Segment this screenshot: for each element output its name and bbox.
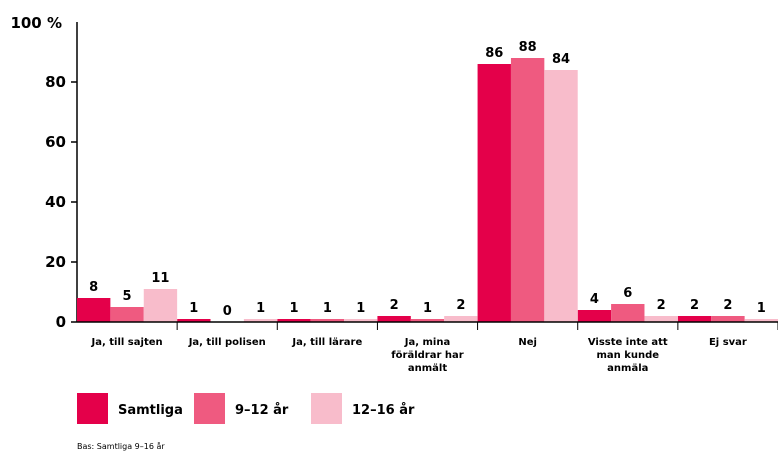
- bars: [77, 58, 778, 322]
- data-label: 2: [390, 298, 399, 313]
- bar: [510, 58, 545, 322]
- bar: [344, 319, 378, 322]
- legend-label: 12–16 år: [352, 403, 415, 418]
- x-ticks: [176, 322, 778, 330]
- bar: [377, 316, 411, 322]
- bar: [677, 316, 712, 322]
- data-label: 8: [89, 280, 98, 295]
- data-label: 1: [356, 301, 365, 316]
- category-label: Ej svar: [709, 337, 747, 348]
- base-note: Bas: Samtliga 9–16 år: [77, 441, 165, 451]
- category-label: Visste inte att man kunde anmäla: [588, 337, 668, 374]
- bar: [744, 319, 778, 322]
- bar: [310, 319, 345, 322]
- y-axis-unit-label: 100 %: [10, 14, 62, 32]
- legend-label: Samtliga: [118, 403, 183, 418]
- data-label: 5: [123, 289, 132, 304]
- data-label: 6: [623, 286, 632, 301]
- bar: [410, 319, 445, 322]
- bar: [243, 319, 278, 322]
- legend-swatch: [311, 393, 342, 424]
- data-label: 2: [657, 298, 666, 313]
- legend-swatch: [77, 393, 108, 424]
- data-label: 2: [690, 298, 699, 313]
- y-tick-label: 0: [56, 313, 66, 331]
- bar: [544, 70, 578, 322]
- data-label: 1: [757, 301, 766, 316]
- y-axis: 100 % 0 20 40 60 80: [10, 14, 78, 331]
- bar: [644, 316, 678, 322]
- data-label: 1: [323, 301, 332, 316]
- y-tick-label: 40: [45, 193, 66, 211]
- bar: [711, 316, 745, 322]
- data-label: 84: [552, 52, 570, 67]
- y-tick-label: 60: [45, 133, 66, 151]
- legend: Samtliga 9–12 år 12–16 år: [77, 393, 415, 424]
- data-label: 2: [456, 298, 465, 313]
- bar: [277, 319, 311, 322]
- data-label: 88: [519, 40, 537, 55]
- category-labels: Ja, till sajten Ja, till polisen Ja, till …: [91, 337, 747, 374]
- category-label: Ja, till sajten: [91, 337, 163, 348]
- bar: [177, 319, 211, 322]
- y-ticks: 0 20 40 60 80: [45, 73, 77, 331]
- legend-swatch: [194, 393, 225, 424]
- data-label: 2: [723, 298, 732, 313]
- y-tick-label: 20: [45, 253, 66, 271]
- data-label: 0: [223, 304, 232, 319]
- data-label: 1: [423, 301, 432, 316]
- data-label: 4: [590, 292, 599, 307]
- data-label: 86: [485, 46, 503, 61]
- data-label: 11: [151, 271, 169, 286]
- y-tick-label: 80: [45, 73, 66, 91]
- category-label: Ja, till lärare: [291, 337, 362, 348]
- category-label: Ja, mina föräldrar har anmält: [391, 337, 463, 374]
- data-label: 1: [256, 301, 265, 316]
- data-label: 1: [289, 301, 298, 316]
- bar: [143, 289, 178, 322]
- bar: [577, 310, 612, 322]
- bar: [477, 64, 511, 322]
- bar: [611, 304, 645, 322]
- category-label: Ja, till polisen: [188, 337, 266, 348]
- bar: [444, 316, 478, 322]
- bar: [77, 298, 111, 322]
- category-label: Nej: [518, 337, 537, 348]
- bar: [110, 307, 144, 322]
- legend-label: 9–12 år: [235, 403, 289, 418]
- data-label: 1: [189, 301, 198, 316]
